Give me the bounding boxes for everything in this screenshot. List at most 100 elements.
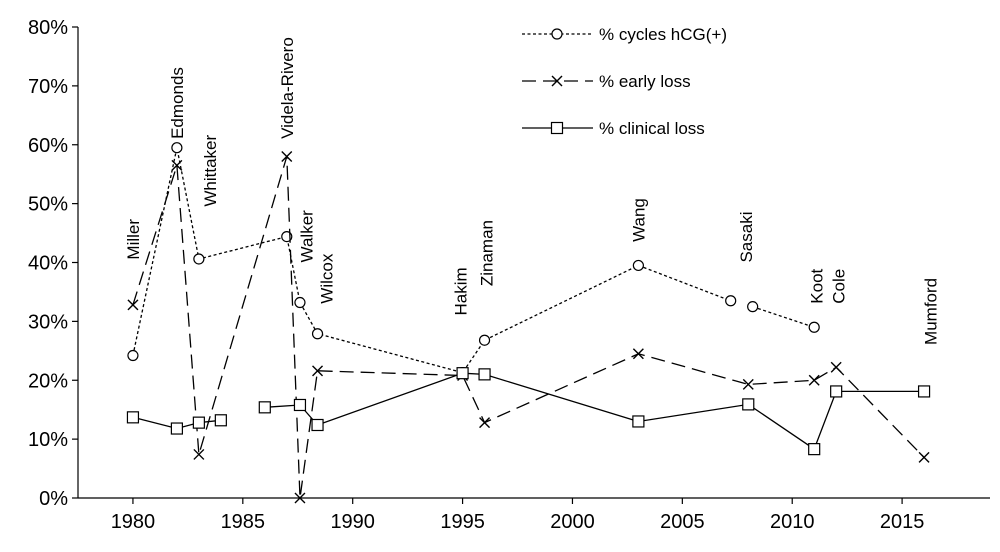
x-tick-label: 2010 xyxy=(770,511,815,533)
data-point-circle xyxy=(747,301,759,313)
marker-stroke xyxy=(742,378,754,390)
y-tick-label: 30% xyxy=(28,311,68,333)
marker-stroke xyxy=(171,159,183,171)
data-point-x xyxy=(193,448,205,460)
annotation-label: Miller xyxy=(124,219,143,260)
legend-item: % cycles hCG(+) xyxy=(522,25,727,44)
data-point-x xyxy=(127,299,139,311)
marker-stroke xyxy=(830,361,842,373)
y-tick-label: 70% xyxy=(28,76,68,98)
data-point-circle xyxy=(478,334,491,346)
x-tick-label: 2000 xyxy=(550,511,595,533)
data-point-x xyxy=(918,451,930,463)
x-tick-label: 2015 xyxy=(880,511,925,533)
data-point-x xyxy=(294,492,306,504)
annotation-label: Cole xyxy=(829,269,848,304)
x-tick-label: 1980 xyxy=(111,511,156,533)
series-line xyxy=(132,156,925,499)
x-tick-label: 2005 xyxy=(660,511,705,533)
series-line xyxy=(132,147,731,374)
data-point-x xyxy=(171,159,183,171)
series-3 xyxy=(126,367,931,456)
marker-stroke xyxy=(193,448,205,460)
data-point-circle xyxy=(725,295,737,307)
legend-label: % clinical loss xyxy=(599,119,705,138)
data-point-square xyxy=(478,368,491,381)
data-point-circle xyxy=(551,28,563,40)
series-line xyxy=(752,306,815,328)
legend-label: % early loss xyxy=(599,72,691,91)
legend-label: % cycles hCG(+) xyxy=(599,25,727,44)
y-tick-label: 10% xyxy=(28,429,68,451)
marker-stroke xyxy=(281,151,293,163)
annotation-layer: Miller Edmonds Whittaker Videla-Rivero Walke… xyxy=(124,37,941,345)
legend: % cycles hCG(+) % early loss % clinical lo… xyxy=(522,25,727,138)
annotation-label: Wang xyxy=(629,198,648,242)
data-point-x xyxy=(830,361,842,373)
annotation-label: Mumford xyxy=(922,278,941,345)
data-point-x xyxy=(808,374,820,386)
data-point-square xyxy=(311,418,324,432)
data-point-circle xyxy=(127,349,139,362)
legend-item: % early loss xyxy=(522,72,691,91)
annotation-label: Hakim xyxy=(451,267,470,315)
data-point-x xyxy=(281,151,293,163)
annotation-label: Whittaker xyxy=(201,135,220,207)
data-point-x xyxy=(632,348,644,360)
marker-stroke xyxy=(808,374,820,386)
data-point-circle xyxy=(632,259,644,272)
data-point-square xyxy=(214,414,227,427)
marker-stroke xyxy=(479,417,491,429)
x-tick-label: 1985 xyxy=(221,511,266,533)
data-point-x xyxy=(312,365,324,377)
data-point-circle xyxy=(311,328,324,340)
data-point-square xyxy=(192,416,205,429)
annotation-label: Walker xyxy=(298,210,317,263)
data-point-x xyxy=(551,75,563,87)
data-point-square xyxy=(550,121,564,135)
data-point-square xyxy=(258,401,271,414)
y-tick-label: 80% xyxy=(28,17,68,39)
annotation-label: Koot xyxy=(807,268,826,303)
annotation-label: Zinaman xyxy=(478,220,497,286)
axes: 0% 10% 20% 30% 40% 50% 60% 70% 80% 1980 1985 1990 19… xyxy=(28,17,990,533)
data-point-circle xyxy=(193,253,205,265)
data-point-square xyxy=(808,443,821,456)
legend-item: % clinical loss xyxy=(522,119,705,138)
data-point-square xyxy=(293,398,307,412)
marker-stroke xyxy=(632,348,644,360)
data-point-square xyxy=(632,415,645,428)
data-point-x xyxy=(742,378,754,390)
marker-stroke xyxy=(127,299,139,311)
annotation-label: Videla-Rivero xyxy=(278,37,297,139)
data-point-square xyxy=(917,385,931,398)
data-point-square xyxy=(742,398,755,411)
x-tick-label: 1990 xyxy=(330,511,375,533)
data-point-circle xyxy=(808,321,820,333)
marker-stroke xyxy=(294,492,306,504)
marker-stroke xyxy=(551,75,563,87)
series-line xyxy=(264,372,925,451)
x-tick-label: 1995 xyxy=(440,511,485,533)
data-point-square xyxy=(456,367,469,380)
annotation-label: Wilcox xyxy=(317,253,336,304)
data-point-circle xyxy=(171,142,183,154)
data-point-square xyxy=(170,422,183,435)
y-tick-label: 40% xyxy=(28,253,68,275)
series-1 xyxy=(127,142,820,379)
data-point-square xyxy=(830,385,843,398)
y-tick-label: 50% xyxy=(28,194,68,216)
series-2 xyxy=(127,151,930,504)
annotation-label: Edmonds xyxy=(168,67,187,139)
series-layer xyxy=(126,142,931,504)
data-point-circle xyxy=(294,296,306,309)
y-tick-label: 0% xyxy=(39,488,68,510)
annotation-label: Sasaki xyxy=(737,212,756,263)
marker-stroke xyxy=(312,365,324,377)
y-tick-label: 60% xyxy=(28,135,68,157)
marker-stroke xyxy=(918,451,930,463)
y-tick-label: 20% xyxy=(28,370,68,392)
data-point-x xyxy=(479,417,491,429)
series-line xyxy=(132,416,221,430)
